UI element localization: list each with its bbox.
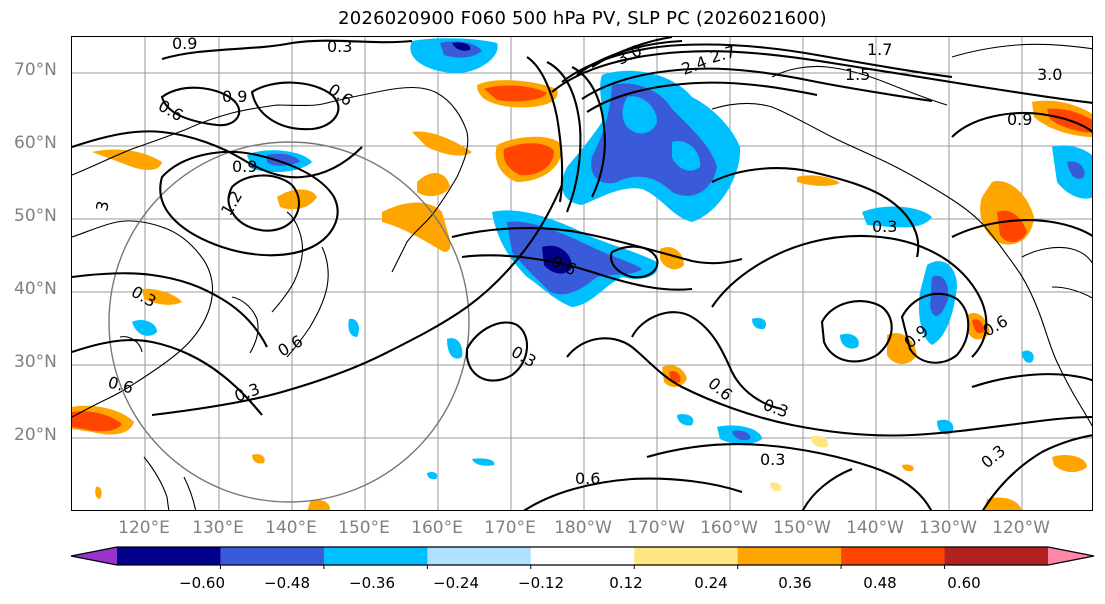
colorbar-ticks — [219, 565, 946, 569]
lon-label-120e: 120°E — [118, 518, 170, 538]
colorbar-tick-label: −0.12 — [518, 574, 564, 592]
colorbar-cell — [117, 547, 221, 565]
lon-label-130w: 130°W — [919, 518, 977, 538]
colorbar-cell — [323, 547, 428, 565]
colorbar-extend-min — [71, 547, 117, 565]
colorbar-extend-max — [1048, 547, 1094, 565]
slp-contours — [72, 37, 1092, 510]
colorbar-cell — [737, 547, 842, 565]
contour-label: 0.3 — [760, 450, 785, 469]
contour-label: 0.9 — [172, 37, 197, 53]
colorbar-cell — [220, 547, 325, 565]
contour-label: 0.6 — [106, 373, 136, 398]
colorbar-cell — [634, 547, 739, 565]
lon-label-170e: 170°E — [484, 518, 536, 538]
colorbar-cell — [944, 547, 1049, 565]
contour-label: 0.3 — [977, 441, 1009, 472]
lat-label-20n: 20°N — [14, 425, 57, 445]
colorbar-outline — [70, 546, 1095, 566]
colorbar-tick-label: −0.36 — [349, 574, 395, 592]
colorbar-tick-label: 0.12 — [609, 574, 643, 592]
lon-label-160e: 160°E — [411, 518, 463, 538]
lat-label-60n: 60°N — [14, 133, 57, 153]
colorbar-cell — [530, 547, 635, 565]
lon-label-130e: 130°E — [192, 518, 244, 538]
contour-label: 0.9 — [1007, 110, 1032, 129]
contour-label: 0.3 — [232, 379, 262, 406]
map-canvas: 0.9 0.3 0.6 0.9 3.0 2.4 2.7 1.7 1.5 3.0 … — [72, 37, 1092, 510]
contour-label: 0.3 — [128, 282, 160, 311]
contour-label: 3 — [92, 199, 112, 212]
lon-label-140w: 140°W — [846, 518, 904, 538]
contour-label: 0.6 — [155, 96, 187, 125]
pv-shading — [72, 38, 1092, 510]
contour-label: 3.0 — [1037, 65, 1062, 84]
colorbar-tick-label: 0.24 — [694, 574, 728, 592]
contour-label: 0.9 — [232, 157, 257, 176]
contour-label: 1.7 — [867, 40, 892, 59]
map-panel: 0.9 0.3 0.6 0.9 3.0 2.4 2.7 1.7 1.5 3.0 … — [71, 36, 1093, 511]
contour-label: 0.6 — [575, 469, 600, 488]
colorbar-cell — [841, 547, 946, 565]
lon-label-150w: 150°W — [773, 518, 831, 538]
colorbar-cells — [71, 547, 1094, 565]
lat-label-50n: 50°N — [14, 206, 57, 226]
lon-label-160w: 160°W — [700, 518, 758, 538]
contour-labels: 0.9 0.3 0.6 0.9 3.0 2.4 2.7 1.7 1.5 3.0 … — [92, 37, 1062, 488]
contour-label: 0.6 — [325, 80, 357, 110]
contour-label: 0.6 — [275, 331, 307, 360]
contour-label: 0.3 — [327, 37, 352, 56]
colorbar-tick-label: 0.60 — [947, 574, 981, 592]
colorbar-tick-label: −0.24 — [433, 574, 479, 592]
contour-label: 0.3 — [872, 217, 897, 236]
contour-label: 1.5 — [845, 65, 870, 84]
lon-label-170w: 170°W — [627, 518, 685, 538]
chart-title: 2026020900 F060 500 hPa PV, SLP PC (2026… — [338, 8, 827, 29]
lat-label-40n: 40°N — [14, 279, 57, 299]
colorbar-tick-label: 0.48 — [863, 574, 897, 592]
lat-label-70n: 70°N — [14, 60, 57, 80]
contour-label: 1.2 — [217, 187, 246, 219]
lat-label-30n: 30°N — [14, 352, 57, 372]
colorbar-tick-label: −0.60 — [179, 574, 225, 592]
lon-label-120w: 120°W — [992, 518, 1050, 538]
lon-label-150e: 150°E — [338, 518, 390, 538]
lon-label-140e: 140°E — [265, 518, 317, 538]
contour-label: 0.3 — [508, 342, 540, 371]
lon-label-180w: 180°W — [554, 518, 612, 538]
colorbar-cell — [427, 547, 532, 565]
colorbar-tick-label: 0.36 — [778, 574, 812, 592]
range-ring — [108, 141, 470, 503]
contour-label: 2.4 — [679, 52, 709, 79]
contour-label: 0.9 — [222, 87, 247, 106]
contour-label: 0.3 — [761, 395, 791, 422]
contour-label: 2.7 — [708, 42, 738, 67]
colorbar-tick-label: −0.48 — [264, 574, 310, 592]
